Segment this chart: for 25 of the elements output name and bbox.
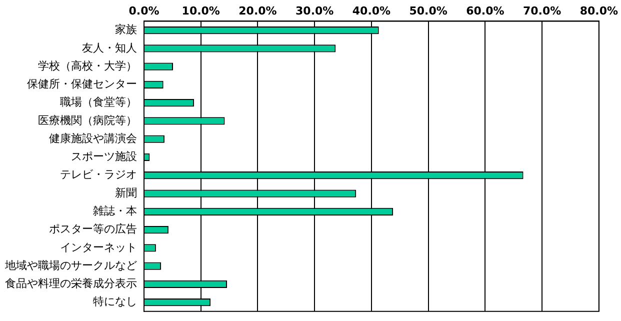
y-tick-label: 保健所・保健センター	[27, 78, 137, 91]
y-tick-label: 地域や職場のサークルなど	[4, 258, 137, 272]
y-tick-label: 新聞	[115, 186, 137, 200]
x-tick-label: 20.0%	[238, 4, 277, 18]
y-tick-label: 特になし	[93, 295, 137, 308]
x-tick-label: 30.0%	[296, 4, 334, 18]
y-tick-label: スポーツ施設	[71, 150, 137, 164]
y-tick-label: 食品や料理の栄養成分表示	[5, 277, 137, 290]
y-tick-label: 学校（高校・大学）	[38, 59, 137, 72]
y-tick-label: 医療機関（病院等）	[38, 114, 137, 127]
y-tick-label: 雑誌・本	[93, 204, 137, 218]
y-tick-label: インターネット	[60, 240, 137, 254]
y-tick-label: 健康施設や講演会	[49, 132, 137, 145]
x-tick-label: 70.0%	[522, 4, 562, 18]
x-tick-label: 10.0%	[182, 4, 220, 18]
y-tick-label: テレビ・ラジオ	[60, 168, 137, 182]
y-tick-label: ポスター等の広告	[49, 222, 137, 236]
x-tick-label: 50.0%	[409, 4, 448, 18]
x-tick-label: 80.0%	[580, 4, 618, 18]
x-tick-label: 40.0%	[352, 4, 391, 18]
x-tick-label: 60.0%	[466, 4, 504, 18]
y-tick-label: 職場（食堂等）	[60, 96, 137, 109]
x-tick-label: 0.0%	[128, 4, 160, 18]
y-tick-label: 家族	[115, 23, 137, 36]
y-tick-label: 友人・知人	[82, 41, 137, 54]
